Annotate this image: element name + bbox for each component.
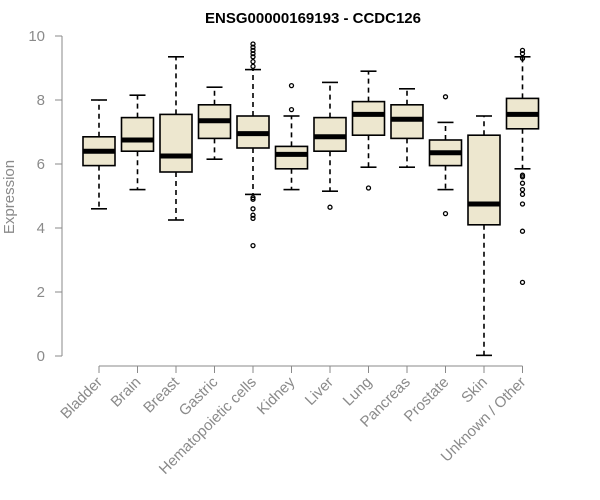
box-group bbox=[351, 70, 386, 191]
box-group bbox=[197, 86, 232, 160]
chart-title: ENSG00000169193 - CCDC126 bbox=[205, 10, 421, 27]
outlier-point bbox=[250, 44, 256, 50]
outlier-point bbox=[250, 54, 256, 60]
x-tick-label: Bladder bbox=[57, 374, 106, 423]
outlier-point bbox=[327, 204, 333, 210]
x-tick-label: Skin bbox=[458, 374, 491, 407]
outlier-point bbox=[250, 196, 256, 202]
outlier-point bbox=[288, 82, 295, 89]
outlier-point bbox=[442, 94, 449, 100]
outlier-point bbox=[288, 106, 295, 113]
y-tick-label: 4 bbox=[37, 220, 45, 237]
box-iqr bbox=[274, 145, 309, 170]
outlier-point bbox=[250, 50, 256, 57]
outlier-point bbox=[250, 212, 256, 218]
plot-area bbox=[82, 41, 540, 357]
box-group bbox=[467, 115, 501, 357]
x-tick-label: Lung bbox=[340, 374, 376, 410]
y-tick-label: 10 bbox=[28, 28, 45, 45]
y-axis-label: Expression bbox=[1, 160, 18, 234]
box-group bbox=[120, 94, 155, 191]
x-tick-label: Brain bbox=[108, 374, 145, 411]
outlier-point bbox=[365, 185, 372, 191]
outlier-point bbox=[519, 50, 526, 57]
box-group bbox=[236, 41, 270, 249]
box-iqr bbox=[467, 134, 501, 226]
outlier-point bbox=[442, 210, 449, 217]
box-group bbox=[313, 81, 347, 210]
x-tick-label: Kidney bbox=[254, 373, 299, 418]
box-group bbox=[505, 47, 540, 286]
box-group bbox=[428, 94, 463, 217]
outlier-point bbox=[519, 172, 526, 178]
box-group bbox=[159, 55, 193, 221]
box-group bbox=[390, 88, 424, 168]
outlier-point bbox=[519, 191, 526, 198]
x-tick-label: Liver bbox=[302, 374, 337, 409]
outlier-point bbox=[250, 41, 256, 47]
box-iqr bbox=[159, 113, 193, 173]
y-tick-label: 6 bbox=[37, 156, 45, 173]
outlier-point bbox=[519, 47, 526, 54]
outlier-point bbox=[519, 201, 526, 207]
outlier-point bbox=[250, 242, 256, 249]
outlier-point bbox=[519, 55, 526, 62]
outlier-point bbox=[250, 47, 256, 54]
y-tick-label: 8 bbox=[37, 92, 45, 109]
box-group bbox=[274, 82, 309, 191]
outlier-point bbox=[519, 279, 526, 286]
y-tick-label: 2 bbox=[37, 284, 45, 301]
y-tick-label: 0 bbox=[37, 348, 45, 365]
outlier-point bbox=[519, 186, 526, 193]
box-iqr bbox=[120, 116, 155, 152]
box-iqr bbox=[351, 100, 386, 136]
outlier-point bbox=[250, 206, 256, 212]
outlier-point bbox=[250, 58, 256, 65]
outlier-point bbox=[519, 180, 526, 186]
outlier-point bbox=[250, 63, 256, 70]
box-group bbox=[82, 99, 116, 210]
outlier-point bbox=[250, 215, 256, 222]
outlier-point bbox=[519, 228, 526, 234]
